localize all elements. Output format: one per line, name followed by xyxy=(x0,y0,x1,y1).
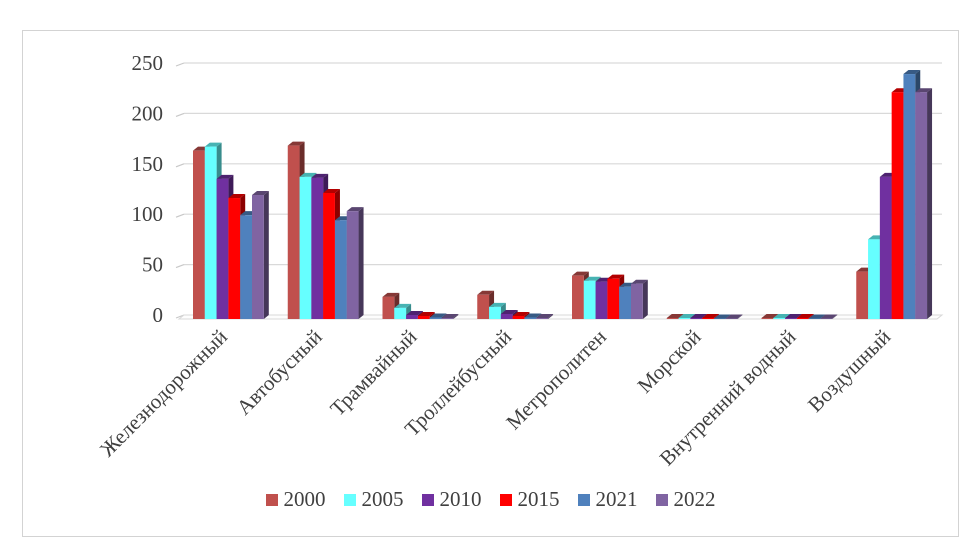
bar-2022-Морской xyxy=(725,314,743,319)
y-axis-labels: 0 50 100 150 200 250 xyxy=(132,51,164,327)
legend-label-2005: 2005 xyxy=(361,487,404,511)
legend-label-2021: 2021 xyxy=(595,487,638,511)
x-axis-labels: Железнодорожный АвтобусныйТрамвайныйТролл… xyxy=(95,325,895,471)
chart-legend: 2000 2005 2010 2015 2021 2022 xyxy=(23,489,958,510)
y-tick-label: 250 xyxy=(132,51,164,75)
bar-2022-Трамвайный xyxy=(441,313,459,319)
y-tick-label: 0 xyxy=(153,303,164,327)
legend-swatch-2021 xyxy=(577,493,590,506)
bars xyxy=(193,70,933,319)
y-tick-label: 50 xyxy=(142,253,163,277)
x-tick-label: Воздушный xyxy=(803,325,895,417)
y-tick-label: 200 xyxy=(132,101,164,125)
bar-2022-Железнодорожный xyxy=(252,191,269,319)
x-tick-label: Железнодорожный xyxy=(95,325,232,462)
y-tick-label: 100 xyxy=(132,202,164,226)
x-tick-label: Морской xyxy=(633,325,706,398)
bar-2022-Внутренний водный xyxy=(820,314,838,319)
legend-item-2010: 2010 xyxy=(421,487,482,511)
x-tick-label: Автобусный xyxy=(232,325,327,420)
legend-label-2010: 2010 xyxy=(439,487,482,511)
x-tick-label: Трамвайный xyxy=(325,325,421,421)
bar-chart-canvas: 0 50 100 150 200 250 Железнодорожный Автобусный… xyxy=(95,51,944,471)
legend-item-2005: 2005 xyxy=(343,487,404,511)
legend-swatch-2015 xyxy=(499,493,512,506)
bar-2022-Автобусный xyxy=(346,207,364,319)
x-tick-label: Метрополитен xyxy=(501,325,611,435)
y-tick-label: 150 xyxy=(132,152,164,176)
legend-swatch-2022 xyxy=(655,493,668,506)
bar-2022-Троллейбусный xyxy=(536,313,554,319)
legend-item-2021: 2021 xyxy=(577,487,638,511)
bar-2022-Метрополитен xyxy=(631,279,648,319)
bar-2022-Воздушный xyxy=(915,88,933,319)
legend-swatch-2000 xyxy=(265,493,278,506)
legend-swatch-2010 xyxy=(421,493,434,506)
legend-label-2022: 2022 xyxy=(673,487,716,511)
chart-frame: 0 50 100 150 200 250 Железнодорожный Автобусный… xyxy=(22,30,959,537)
legend-item-2015: 2015 xyxy=(499,487,560,511)
legend-label-2000: 2000 xyxy=(283,487,326,511)
legend-item-2000: 2000 xyxy=(265,487,326,511)
legend-item-2022: 2022 xyxy=(655,487,716,511)
legend-swatch-2005 xyxy=(343,493,356,506)
legend-label-2015: 2015 xyxy=(517,487,560,511)
